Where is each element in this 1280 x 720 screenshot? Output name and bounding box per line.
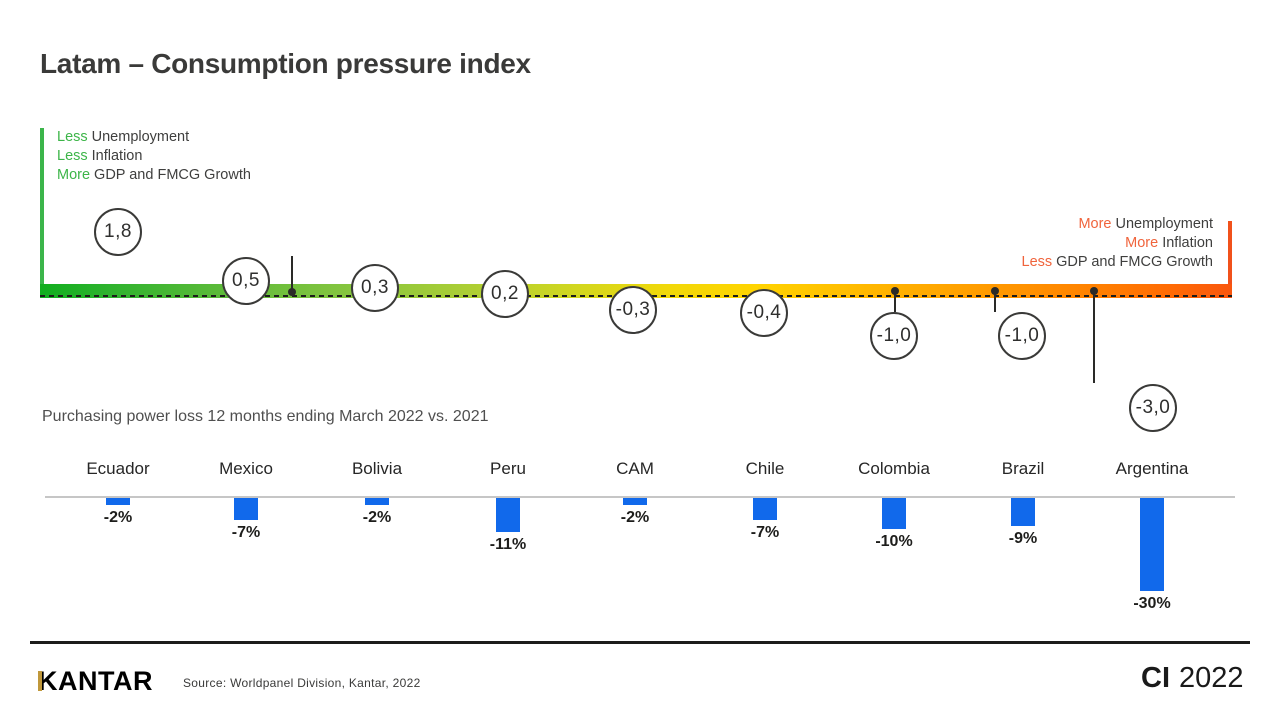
category-label-peru: Peru <box>490 459 526 478</box>
bar-peru <box>496 498 520 532</box>
index-point-argentina: -3,0 <box>1129 384 1177 432</box>
kantar-logo-gold-stem <box>38 671 42 691</box>
category-label-mexico: Mexico <box>219 459 273 478</box>
bar-mexico <box>234 498 258 520</box>
bar-value: -7% <box>750 524 780 541</box>
chart-subtitle: Purchasing power loss 12 months ending M… <box>42 408 489 425</box>
index-point-colombia: -1,0 <box>870 312 918 360</box>
legend-accent: More <box>57 167 91 183</box>
scale-marker-dot <box>891 287 899 295</box>
source-text: Source: Worldpanel Division, Kantar, 202… <box>183 676 421 690</box>
bar-chile <box>753 498 777 520</box>
index-point-peru: 0,2 <box>481 270 529 318</box>
ci-year: 2022 <box>1179 662 1244 694</box>
bar-cam <box>623 498 647 505</box>
ci-label: CI <box>1141 662 1170 694</box>
legend-accent: More <box>1125 235 1159 251</box>
category-label-argentina: Argentina <box>1115 459 1189 478</box>
bar-value: -30% <box>1133 595 1171 612</box>
bar-value: -9% <box>1008 530 1038 547</box>
bar-colombia <box>882 498 906 529</box>
legend-line: Less Inflation <box>57 148 143 164</box>
bar-ecuador <box>106 498 130 505</box>
index-point-ecuador: 1,8 <box>94 208 142 256</box>
scale-marker-line <box>1093 291 1095 383</box>
index-point-chile: -0,4 <box>740 289 788 337</box>
bar-column-colombia: -10% <box>839 498 949 551</box>
bar-value: -10% <box>875 533 913 550</box>
legend-line: More Unemployment <box>1078 216 1213 232</box>
legend-line: Less GDP and FMCG Growth <box>1021 254 1214 270</box>
legend-positive: Less Unemployment Less Inflation More GDP a… <box>57 128 251 185</box>
bar-column-bolivia: -2% <box>322 498 432 527</box>
bar-value: -2% <box>103 509 133 526</box>
bar-column-cam: -2% <box>580 498 690 527</box>
legend-accent: Less <box>57 129 88 145</box>
bar-column-ecuador: -2% <box>63 498 173 527</box>
category-label-brazil: Brazil <box>1001 459 1045 478</box>
index-point-bolivia: 0,3 <box>351 264 399 312</box>
index-point-cam: -0,3 <box>609 286 657 334</box>
category-label-ecuador: Ecuador <box>86 459 150 478</box>
category-label-cam: CAM <box>616 459 654 478</box>
bar-column-chile: -7% <box>710 498 820 542</box>
bar-bolivia <box>365 498 389 505</box>
bar-value: -11% <box>489 536 527 553</box>
page-title: Latam – Consumption pressure index <box>40 48 531 79</box>
scale-right-red-line <box>1228 221 1232 284</box>
category-label-chile: Chile <box>745 459 785 478</box>
footer-divider <box>30 641 1250 644</box>
bar-value: -2% <box>362 509 392 526</box>
scale-marker-dot <box>288 288 296 296</box>
x-axis-line <box>45 496 1235 498</box>
scale-marker-line <box>894 291 896 312</box>
scale-marker-dot <box>1090 287 1098 295</box>
legend-accent: Less <box>57 148 88 164</box>
legend-accent: More <box>1078 216 1112 232</box>
bar-column-brazil: -9% <box>968 498 1078 548</box>
bar-value: -2% <box>620 509 650 526</box>
category-label-bolivia: Bolivia <box>351 459 403 478</box>
bar-brazil <box>1011 498 1035 526</box>
scale-marker-line <box>291 256 293 292</box>
bar-column-mexico: -7% <box>191 498 301 542</box>
kantar-logo: KANTAR <box>38 666 153 696</box>
ci-2022-badge: CI 2022 <box>1141 662 1244 695</box>
scale-marker-dot <box>991 287 999 295</box>
bar-column-peru: -11% <box>453 498 563 554</box>
bar-column-argentina: -30% <box>1097 498 1207 613</box>
legend-line: Less Unemployment <box>57 129 190 145</box>
legend-accent: Less <box>1021 254 1053 270</box>
bar-argentina <box>1140 498 1164 591</box>
legend-line: More Inflation <box>1125 235 1213 251</box>
index-point-mexico: 0,5 <box>222 257 270 305</box>
legend-negative: More Unemployment More Inflation Less GDP a… <box>1022 215 1214 272</box>
index-point-brazil: -1,0 <box>998 312 1046 360</box>
bar-value: -7% <box>231 524 261 541</box>
legend-line: More GDP and FMCG Growth <box>57 167 251 183</box>
category-label-colombia: Colombia <box>858 459 930 478</box>
scale-left-green-line <box>40 128 44 284</box>
scale-marker-line <box>994 291 996 312</box>
